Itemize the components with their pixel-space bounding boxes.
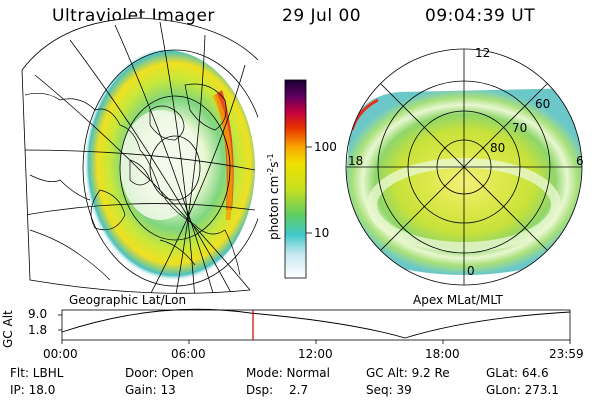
time-label: 09:04:39 UT: [425, 6, 536, 26]
mlat-label-60: 60: [535, 97, 551, 111]
status-sequence: Seq: 39: [366, 383, 412, 397]
altitude-curve: [61, 308, 571, 339]
colorbar: [284, 79, 307, 279]
polar-plot: [345, 48, 583, 286]
altitude-ylabel: GC Alt: [1, 310, 15, 348]
time-tick-0600: 06:00: [171, 347, 206, 361]
instrument-title: Ultraviolet Imager: [52, 6, 215, 26]
mlt-label-6: 6: [576, 154, 584, 168]
right-panel-caption: Apex MLat/MLT: [413, 293, 503, 307]
status-gc-altitude: GC Alt: 9.2 Re: [366, 366, 450, 380]
mlt-label-18: 18: [348, 154, 364, 168]
status-geo-lat: GLat: 64.6: [486, 366, 549, 380]
status-ip: IP: 18.0: [10, 383, 56, 397]
status-geo-lon: GLon: 273.1: [486, 383, 559, 397]
time-tick-1200: 12:00: [298, 347, 333, 361]
mlat-label-70: 70: [512, 121, 528, 135]
time-tick-2359: 23:59: [549, 347, 584, 361]
status-mode: Mode: Normal: [246, 366, 330, 380]
time-tick-1800: 18:00: [425, 347, 460, 361]
colorbar-tick-100: 100: [314, 140, 337, 154]
time-tick-0000: 00:00: [43, 347, 78, 361]
mlat-label-80: 80: [490, 141, 506, 155]
altitude-plot-frame: [61, 309, 571, 341]
altitude-ytick-9: 9.0: [28, 307, 48, 321]
mlt-label-12: 12: [475, 46, 491, 60]
colorbar-tick-10: 10: [314, 226, 330, 240]
status-gain: Gain: 13: [125, 383, 176, 397]
left-panel-caption: Geographic Lat/Lon: [69, 293, 187, 307]
colorbar-unit: photon cm-2s-1: [266, 153, 281, 240]
status-dsp-label: Dsp:: [246, 383, 274, 397]
date-label: 29 Jul 00: [282, 6, 362, 26]
status-door: Door: Open: [125, 366, 194, 380]
status-dsp-value: 2.7: [289, 383, 309, 397]
mlt-label-0: 0: [467, 264, 475, 278]
status-filter: Flt: LBHL: [10, 366, 64, 380]
altitude-ytick-1-8: 1.8: [28, 323, 48, 337]
